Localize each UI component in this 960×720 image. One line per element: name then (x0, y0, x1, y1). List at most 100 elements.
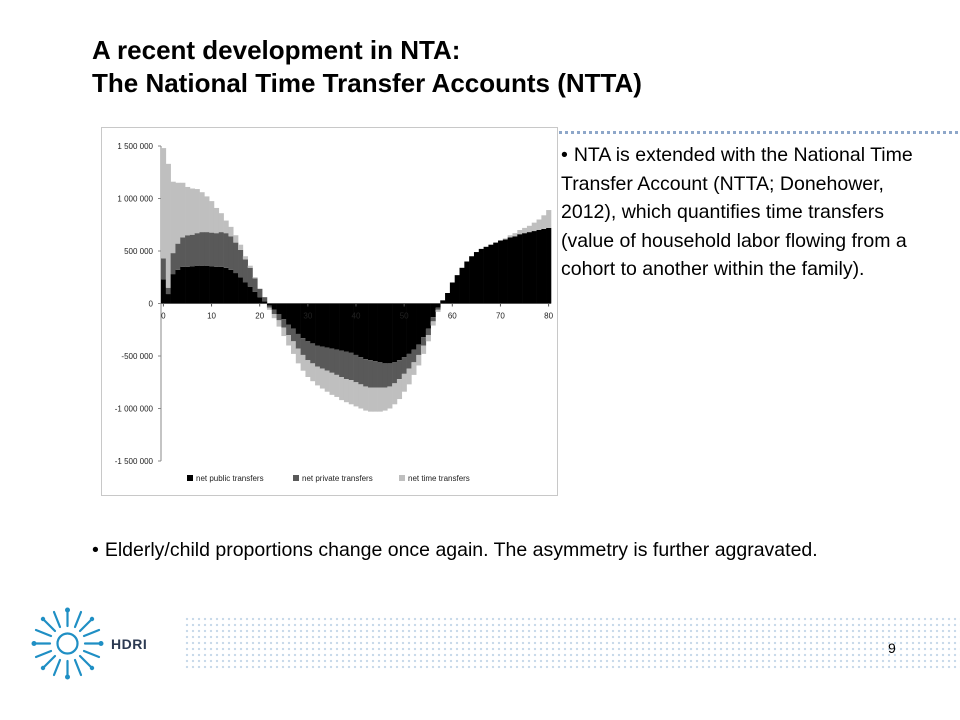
transfers-chart: 1 500 000 1 000 000 500 000 0 -500 000 -1 000… (101, 127, 558, 496)
bar-segment (522, 233, 528, 304)
bar-segment (242, 256, 248, 260)
bar-segment (416, 354, 422, 366)
legend-label: net time transfers (408, 474, 470, 483)
bar-segment (213, 266, 220, 304)
bar-segment (291, 303, 297, 329)
bar-segment (459, 267, 465, 304)
legend-label: net public transfers (196, 474, 264, 483)
bar-segment (324, 347, 330, 371)
bar-segment (517, 234, 523, 304)
bar-segment (185, 266, 191, 304)
bar-segment (252, 291, 258, 304)
bar-segment (300, 338, 306, 355)
bar-segment (406, 353, 412, 369)
bar-segment (252, 278, 258, 292)
bar-segment (170, 181, 176, 254)
bar-segment (406, 368, 412, 385)
bar-segment (305, 303, 311, 342)
bar-segment (363, 386, 369, 411)
title-line-1: A recent development in NTA: (92, 35, 461, 65)
bar-segment (247, 267, 253, 287)
bar-segment (372, 361, 378, 388)
bar-segment (209, 266, 215, 304)
bar-segment (353, 354, 359, 383)
bar-segment (387, 386, 393, 409)
page-number: 9 (888, 640, 896, 656)
bar-segment (233, 273, 239, 304)
bar-segment (353, 303, 359, 355)
y-tick-label: -500 000 (121, 352, 153, 361)
bar-segment (478, 248, 484, 304)
bar-segment (233, 235, 239, 243)
bar-segment (473, 252, 480, 304)
bar-segment (382, 363, 388, 388)
bar-segment (180, 237, 186, 267)
bar-segment (257, 288, 263, 298)
bar-segment (310, 303, 316, 344)
bar-segment (175, 269, 181, 304)
bar-segment (343, 379, 350, 403)
bar-segment (324, 303, 330, 348)
bar-segment (334, 349, 340, 375)
bar-segment (324, 370, 330, 392)
bar-segment (329, 348, 335, 373)
bar-segment (228, 236, 234, 270)
bar-segment (392, 303, 398, 363)
bar-segment (502, 239, 508, 304)
bar-segment (421, 345, 427, 354)
bar-segment (218, 213, 224, 233)
bar-segment (199, 232, 205, 266)
bar-segment (522, 227, 528, 234)
bar-segment (218, 232, 224, 267)
bar-segment (310, 363, 316, 382)
bar-segment (161, 148, 167, 259)
legend-swatch (293, 475, 299, 481)
bar-segment (454, 275, 460, 304)
bar-segment (165, 294, 171, 304)
bar-segment (531, 222, 537, 232)
bar-segment (305, 360, 311, 377)
bar-segment (435, 303, 441, 308)
bar-segment (348, 303, 354, 353)
bar-segment (315, 345, 321, 367)
bar-segment (286, 324, 292, 335)
bar-segment (165, 163, 171, 288)
bar-segment (411, 362, 417, 375)
bar-segment (175, 182, 181, 244)
bar-segment (194, 265, 200, 304)
bar-segment (189, 188, 196, 235)
bottom-paragraph: • Elderly/child proportions change once a… (92, 537, 952, 563)
bar-segment (348, 352, 354, 381)
legend-swatch (399, 475, 405, 481)
bar-segment (199, 265, 205, 304)
bar-segment (430, 321, 436, 326)
bar-segment (238, 277, 244, 304)
y-tick-label: -1 500 000 (115, 457, 154, 466)
bar-segment (430, 317, 436, 322)
title-divider (176, 131, 958, 134)
bar-segment (189, 266, 196, 304)
bar-segment (382, 387, 388, 411)
bar-segment (204, 265, 210, 304)
bar-segment (223, 267, 229, 304)
x-tick-label: 50 (400, 312, 409, 321)
bar-segment (276, 303, 282, 314)
bar-segment (310, 343, 316, 364)
bar-segment (175, 243, 181, 270)
bar-segment (223, 233, 229, 268)
side-bullet: • (561, 144, 568, 166)
bar-segment (242, 282, 248, 304)
bar-segment (382, 303, 388, 364)
bar-segment (435, 307, 441, 310)
bar-segment (445, 293, 451, 304)
bar-segment (194, 233, 200, 266)
bar-segment (406, 303, 412, 354)
bar-segment (368, 387, 374, 412)
bar-segment (339, 377, 345, 401)
logo-text: HDRI (111, 636, 148, 652)
bar-segment (319, 303, 326, 347)
bar-segment (502, 238, 508, 240)
bar-segment (507, 235, 513, 238)
bar-segment (305, 341, 311, 361)
bar-segment (493, 242, 499, 304)
